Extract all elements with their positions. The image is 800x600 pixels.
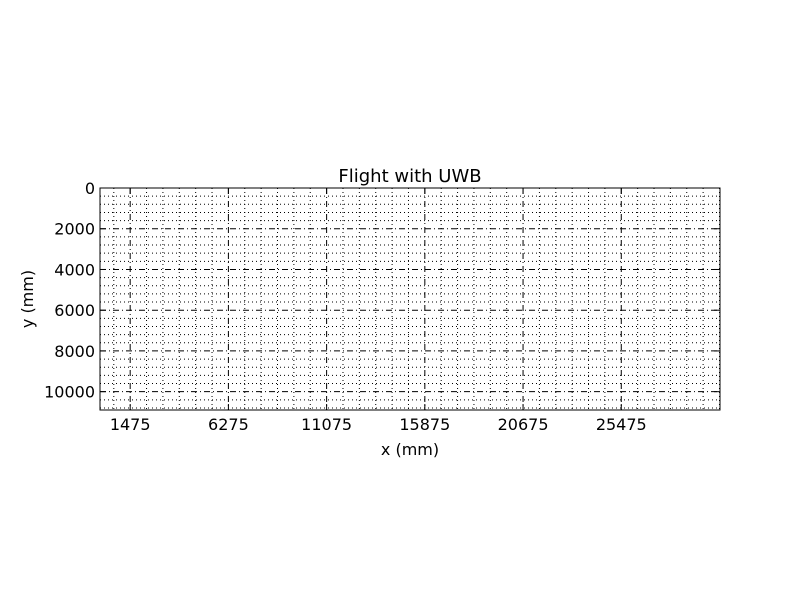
plot-area (99, 187, 721, 411)
tick-marks (100, 187, 720, 410)
minor-grid (100, 188, 720, 410)
x-tick-label: 11075 (301, 415, 352, 434)
y-tick-label: 8000 (54, 342, 95, 361)
x-tick-label: 25475 (596, 415, 647, 434)
x-tick-label: 15875 (399, 415, 450, 434)
x-tick-labels: 1475 6275 11075 15875 20675 25475 (110, 415, 647, 434)
x-tick-label: 1475 (110, 415, 151, 434)
major-grid (100, 188, 720, 410)
y-tick-label: 0 (85, 179, 95, 198)
y-axis-label: y (mm) (18, 270, 37, 328)
x-tick-label: 6275 (208, 415, 249, 434)
y-tick-label: 4000 (54, 260, 95, 279)
y-tick-label: 2000 (54, 220, 95, 239)
chart-title: Flight with UWB (338, 166, 481, 187)
y-tick-label: 6000 (54, 301, 95, 320)
y-tick-label: 10000 (44, 383, 95, 402)
x-axis-label: x (mm) (381, 440, 439, 459)
y-tick-labels: 0 2000 4000 6000 8000 10000 (44, 179, 95, 402)
axes-frame (99, 187, 721, 411)
plot-background (100, 188, 720, 410)
x-tick-label: 20675 (498, 415, 549, 434)
